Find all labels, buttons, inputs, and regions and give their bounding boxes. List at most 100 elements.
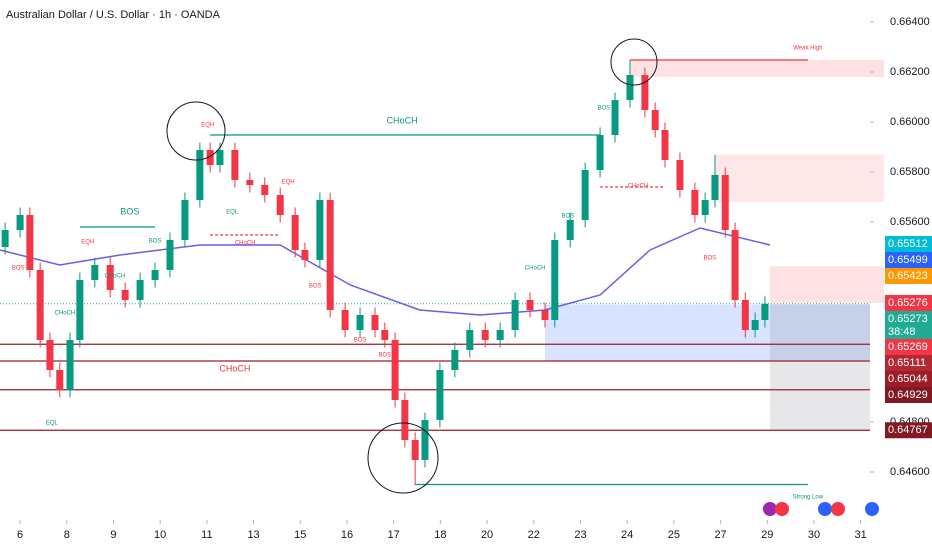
candle-body [581, 170, 589, 220]
annotation: CHoCH [387, 115, 418, 125]
candle-body [761, 303, 769, 320]
x-tick-label: 20 [481, 529, 493, 541]
zone [629, 60, 885, 77]
annotation: BOS [12, 266, 25, 272]
candle-body [741, 300, 749, 330]
y-tick-label: 0.64600 [890, 466, 930, 478]
candle-body [66, 340, 74, 390]
annotation: CHoCH [55, 311, 76, 317]
candle-body [36, 270, 44, 340]
annotation: BOS [703, 256, 716, 262]
x-tick-label: 9 [110, 529, 116, 541]
candle-body [411, 440, 419, 460]
price-tag-box [885, 311, 932, 339]
countdown: 38:48 [888, 326, 916, 338]
price-tag-label: 0.65512 [888, 238, 928, 250]
candle-body [26, 215, 34, 270]
candle-body [291, 215, 299, 250]
candle-body [711, 175, 719, 200]
annotation: Weak High [793, 46, 822, 52]
candle-body [611, 100, 619, 135]
price-tag-label: 0.64767 [888, 424, 928, 436]
candle-body [691, 190, 699, 215]
candle-body [76, 280, 84, 340]
candle-body [421, 420, 429, 460]
candle-body [676, 160, 684, 190]
chart-title: Australian Dollar / U.S. Dollar · 1h · O… [6, 9, 221, 21]
annotation: EQL [226, 210, 239, 216]
price-tag: 0.65276 [885, 295, 932, 311]
annotation: BOS [562, 214, 575, 220]
annotation: Strong Low [793, 495, 824, 501]
price-tag: 0.65044 [885, 371, 932, 387]
event-icon [818, 502, 832, 516]
candle-body [56, 370, 64, 390]
candle-body [196, 150, 204, 200]
highlight-circles [166, 38, 658, 494]
candle-body [626, 75, 634, 100]
annotation: BOS [120, 206, 139, 216]
candle-body [276, 195, 284, 215]
event-icons [763, 502, 879, 516]
candle-body [451, 350, 459, 370]
annotation: BOS [309, 284, 322, 290]
candle-body [661, 130, 669, 160]
candle-body [721, 175, 729, 230]
x-tick-label: 6 [17, 529, 23, 541]
candle-body [731, 230, 739, 300]
annotation: EQL [46, 421, 59, 427]
candle-body [1, 230, 9, 247]
y-tick-label: 0.65600 [890, 216, 930, 228]
candle-body [401, 400, 409, 440]
y-tick-label: 0.65800 [890, 166, 930, 178]
annotation: BOS [597, 106, 610, 112]
candle-body [566, 220, 574, 240]
x-tick-label: 25 [668, 529, 680, 541]
x-tick-label: 13 [247, 529, 259, 541]
zone [770, 266, 885, 303]
annotation: EQH [201, 123, 214, 129]
circle [166, 101, 226, 161]
x-tick-label: 15 [294, 529, 306, 541]
plot-area: BOS CHoCH CHoCH EQH EQH EQH EQL EQL BOS CHoCH CHoC… [0, 46, 885, 501]
x-tick-label: 16 [341, 529, 353, 541]
price-tag-box [885, 387, 932, 403]
candle-body [436, 370, 444, 420]
candle-body [596, 135, 604, 170]
x-tick-label: 31 [855, 529, 867, 541]
candle-body [511, 300, 519, 330]
event-icon [865, 502, 879, 516]
zone [770, 303, 870, 431]
candle-body [91, 265, 99, 280]
price-tag: 0.64767 [885, 422, 932, 439]
event-icon [831, 502, 845, 516]
price-tag: 0.64929 [885, 387, 932, 403]
candle-body [121, 290, 129, 300]
candle-body [651, 110, 659, 130]
x-tick-label: 22 [528, 529, 540, 541]
annotation: EQH [81, 240, 94, 246]
candle-body [481, 330, 489, 340]
price-tag-box [885, 268, 932, 284]
zone [714, 154, 885, 202]
moving-average [0, 227, 771, 316]
candle-body [166, 240, 174, 270]
candle-body [216, 150, 224, 165]
event-icon [775, 502, 789, 516]
event-icon [763, 502, 777, 516]
x-tick-label: 17 [388, 529, 400, 541]
price-tag: 0.65423 [885, 268, 932, 284]
candle-body [371, 315, 379, 330]
candle-body [541, 310, 549, 320]
candle-body [701, 200, 709, 215]
annotation: EQH [282, 180, 295, 186]
candle-body [551, 240, 559, 320]
candle-body [231, 150, 239, 180]
candle-body [326, 200, 334, 310]
candle-body [246, 180, 254, 185]
x-tick-label: 10 [154, 529, 166, 541]
price-tag-box [885, 252, 932, 268]
price-tag-label: 0.65111 [888, 357, 926, 369]
candle-body [356, 315, 364, 330]
y-tick-label: 0.66400 [890, 16, 930, 28]
